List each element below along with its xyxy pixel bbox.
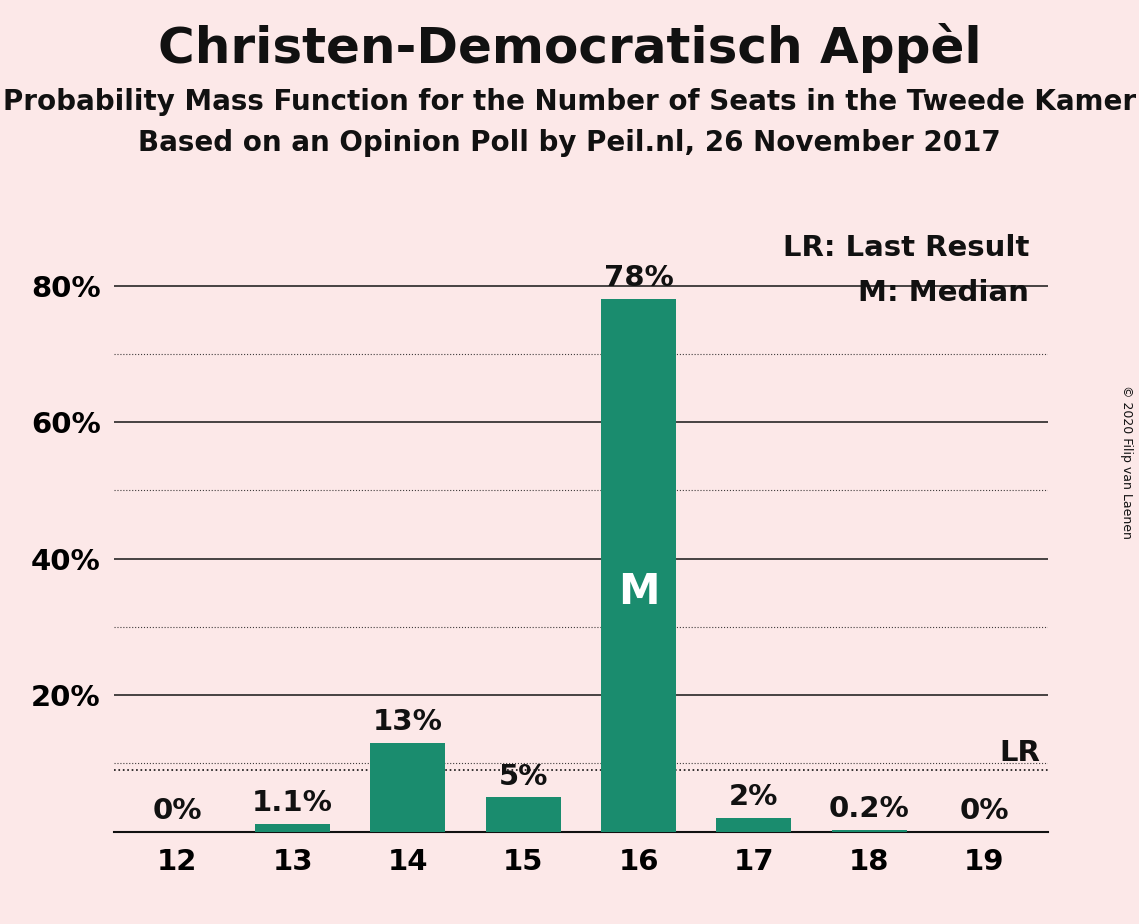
Bar: [831, 831, 907, 832]
Text: M: Median: M: Median: [859, 279, 1030, 307]
Text: 78%: 78%: [604, 264, 673, 292]
Text: Based on an Opinion Poll by Peil.nl, 26 November 2017: Based on an Opinion Poll by Peil.nl, 26 …: [138, 129, 1001, 157]
Bar: [601, 299, 677, 832]
Text: 1.1%: 1.1%: [252, 789, 333, 817]
Bar: [716, 818, 792, 832]
Text: 2%: 2%: [729, 784, 779, 811]
Text: 13%: 13%: [372, 708, 443, 736]
Bar: [485, 797, 560, 832]
Text: M: M: [617, 571, 659, 613]
Text: 0.2%: 0.2%: [829, 796, 910, 823]
Text: 0%: 0%: [960, 796, 1009, 825]
Text: 5%: 5%: [499, 762, 548, 791]
Text: Probability Mass Function for the Number of Seats in the Tweede Kamer: Probability Mass Function for the Number…: [3, 88, 1136, 116]
Text: 0%: 0%: [153, 796, 202, 825]
Bar: [255, 824, 330, 832]
Text: LR: LR: [999, 739, 1040, 767]
Text: © 2020 Filip van Laenen: © 2020 Filip van Laenen: [1121, 385, 1133, 539]
Text: LR: Last Result: LR: Last Result: [782, 234, 1030, 262]
Bar: [370, 743, 445, 832]
Text: Christen-Democratisch Appèl: Christen-Democratisch Appèl: [157, 23, 982, 73]
